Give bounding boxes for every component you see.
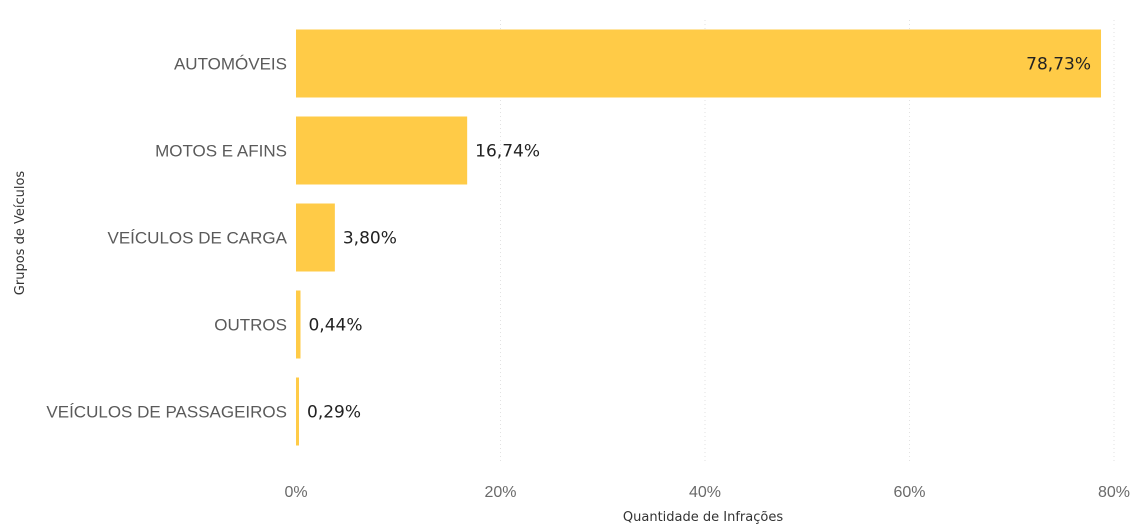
y-axis-title: Grupos de Veículos [13,171,28,296]
x-tick-label: 60% [893,484,925,501]
x-tick-label: 20% [484,484,516,501]
gridlines [500,20,1115,462]
data-label: 16,74% [475,142,540,162]
data-label: 78,73% [1026,55,1091,75]
x-tick-label: 0% [284,484,307,501]
category-label: VEÍCULOS DE CARGA [108,229,288,248]
data-label: 3,80% [343,229,397,249]
x-tick-label: 40% [689,484,721,501]
data-label: 0,44% [308,316,362,336]
bars [296,29,1102,446]
x-tick-label: 80% [1098,484,1130,501]
x-axis-title: Quantidade de Infrações [623,510,783,525]
category-label: VEÍCULOS DE PASSAGEIROS [46,403,287,422]
labels: AUTOMÓVEIS 78,73% MOTOS E AFINS 16,74% VEÍCU… [46,55,1091,423]
bar [296,29,1102,98]
bar [296,290,301,359]
category-label: MOTOS E AFINS [155,142,287,161]
category-label: OUTROS [214,316,287,335]
x-axis-ticks: 0% 20% 40% 60% 80% [284,484,1130,501]
bar [296,377,299,446]
category-label: AUTOMÓVEIS [174,55,287,74]
data-label: 0,29% [307,403,361,423]
bar [296,116,468,185]
bar [296,203,335,272]
